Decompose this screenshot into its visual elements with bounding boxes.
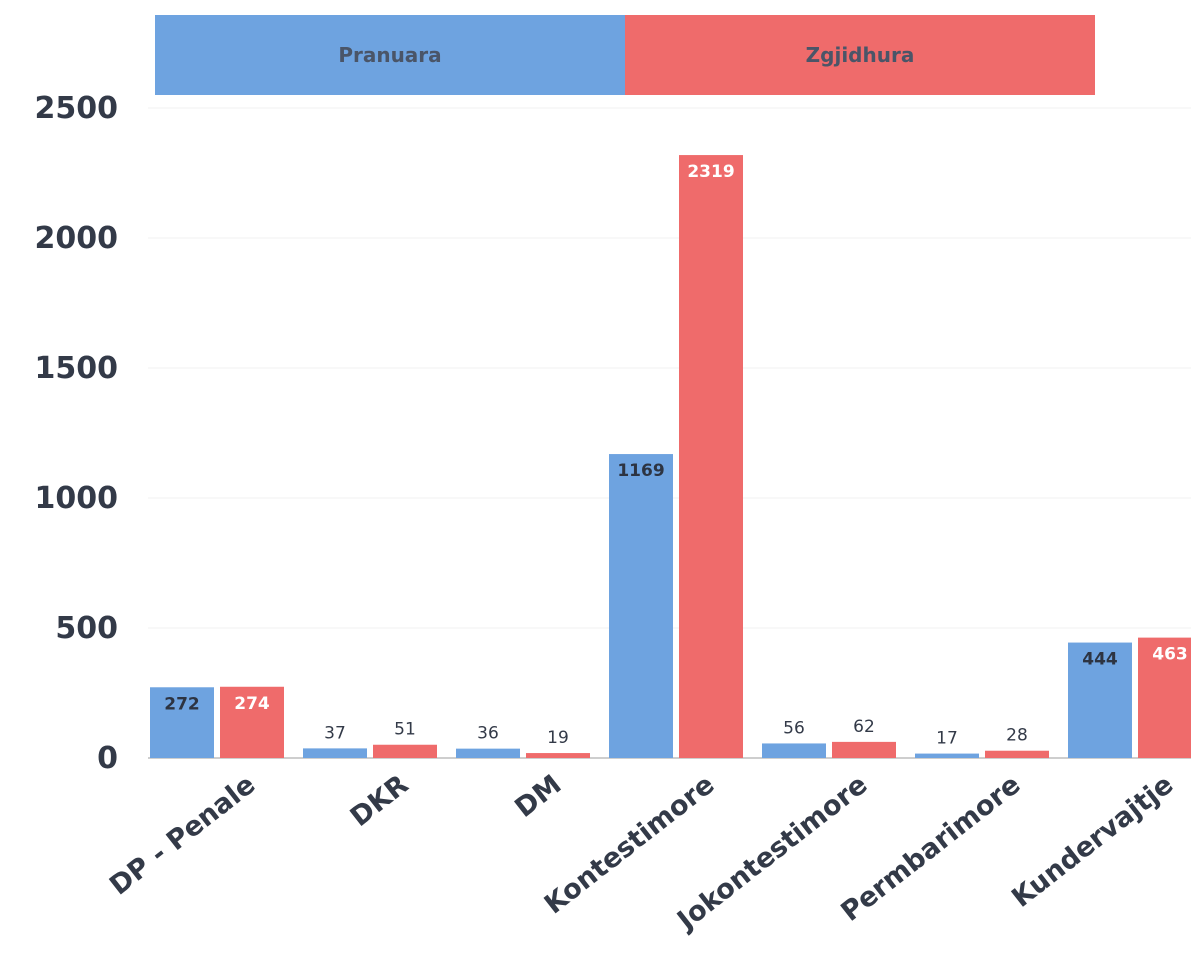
x-axis: DP - Penale DKR DMKontestimoreJokontestimo… <box>104 769 1179 937</box>
bar[interactable] <box>220 686 284 758</box>
bars <box>150 155 1191 758</box>
bar[interactable] <box>526 753 590 758</box>
y-tick-label: 2000 <box>35 221 119 256</box>
bar[interactable] <box>150 687 214 758</box>
bar[interactable] <box>456 748 520 758</box>
data-label: 272 <box>164 694 200 714</box>
data-label: 37 <box>324 723 346 743</box>
x-tick-label: DM <box>509 769 567 824</box>
y-tick-label: 0 <box>97 741 118 776</box>
legend: Pranuara Zgjidhura <box>155 15 1095 95</box>
legend-swatch[interactable] <box>155 15 625 95</box>
bar[interactable] <box>679 155 743 758</box>
bar[interactable] <box>832 741 896 758</box>
data-label: 56 <box>783 718 805 738</box>
data-label: 17 <box>936 729 958 749</box>
bar[interactable] <box>985 750 1049 758</box>
bar[interactable] <box>915 753 979 758</box>
data-labels: 272 274 37 51 36 19 1169 2319 56 62 17 28 444 463 <box>164 162 1188 749</box>
y-tick-label: 2500 <box>35 91 119 126</box>
y-tick-label: 1000 <box>35 481 119 516</box>
data-label: 28 <box>1006 726 1028 746</box>
bar[interactable] <box>762 743 826 758</box>
data-label: 51 <box>394 720 416 740</box>
legend-label: Pranuara <box>338 43 441 67</box>
bar[interactable] <box>373 744 437 758</box>
bar[interactable] <box>303 748 367 758</box>
bar[interactable] <box>1138 637 1191 758</box>
data-label: 463 <box>1152 645 1188 665</box>
x-tick-label: DP - Penale <box>104 769 261 901</box>
legend-label: Zgjidhura <box>806 43 915 67</box>
x-tick-label: Kundervajtje <box>1006 769 1179 914</box>
y-tick-label: 1500 <box>35 351 119 386</box>
data-label: 62 <box>853 717 875 737</box>
data-label: 1169 <box>617 461 664 481</box>
x-tick-label: DKR <box>345 769 415 833</box>
legend-swatch[interactable] <box>625 15 1095 95</box>
data-label: 19 <box>547 728 569 748</box>
y-axis: 0 500 1000 1500 2000 2500 <box>35 91 119 776</box>
data-label: 36 <box>477 724 499 744</box>
bar[interactable] <box>1068 642 1132 758</box>
data-label: 2319 <box>687 162 734 182</box>
data-label: 444 <box>1082 650 1118 670</box>
data-label: 274 <box>234 694 270 714</box>
y-tick-label: 500 <box>55 611 118 646</box>
bar[interactable] <box>609 454 673 758</box>
